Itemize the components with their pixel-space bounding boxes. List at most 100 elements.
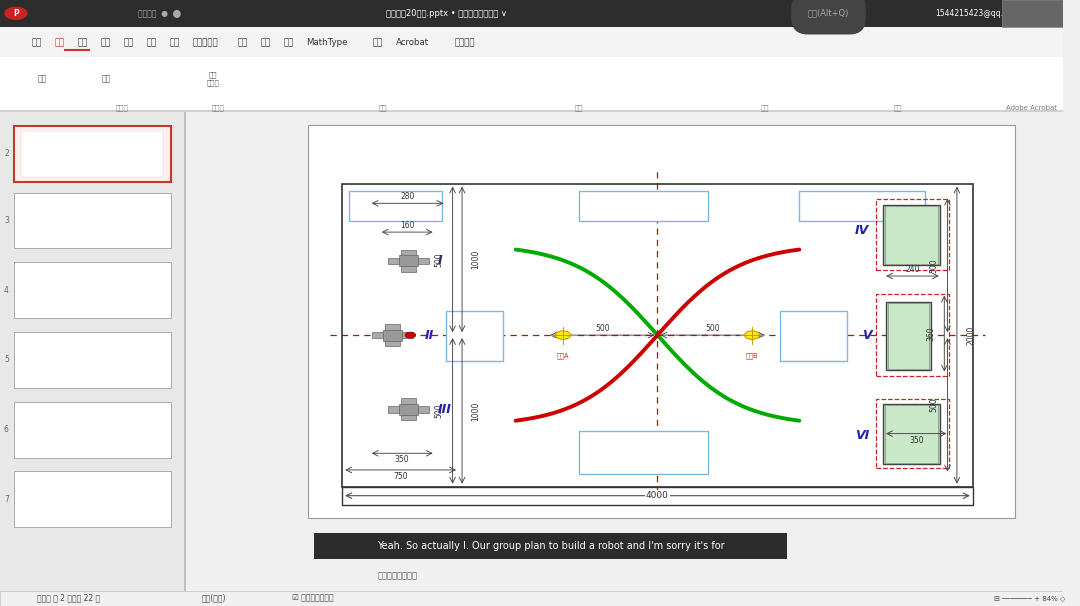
Text: 4000: 4000 xyxy=(646,491,669,500)
Text: 160: 160 xyxy=(400,221,415,230)
Bar xyxy=(402,332,414,338)
Bar xyxy=(349,191,442,222)
Bar xyxy=(14,402,171,458)
Bar xyxy=(579,430,707,474)
Bar xyxy=(888,303,929,368)
Text: 切换: 切换 xyxy=(147,38,157,47)
Bar xyxy=(0,27,1063,57)
Bar xyxy=(446,311,503,361)
Text: 中文(中国): 中文(中国) xyxy=(202,594,227,602)
Text: 文件: 文件 xyxy=(32,38,42,47)
Text: 隐点B: 隐点B xyxy=(746,352,758,359)
Bar xyxy=(308,125,1015,518)
Text: 500: 500 xyxy=(434,404,443,418)
Text: 演示文稿20动态.pptx • 已保存到这台电脑 ∨: 演示文稿20动态.pptx • 已保存到这台电脑 ∨ xyxy=(386,9,507,18)
Bar xyxy=(418,406,429,413)
Bar xyxy=(14,262,171,318)
Text: 帮助: 帮助 xyxy=(373,38,382,47)
Bar xyxy=(373,332,383,338)
Bar xyxy=(781,311,847,361)
Text: 单击此处添加备注: 单击此处添加备注 xyxy=(377,571,417,580)
Bar xyxy=(388,406,399,413)
Text: 500: 500 xyxy=(929,258,939,273)
Text: IV: IV xyxy=(855,224,869,237)
Text: 新建
幻灯片: 新建 幻灯片 xyxy=(206,72,219,86)
Text: 动画: 动画 xyxy=(170,38,180,47)
Bar xyxy=(579,191,707,222)
Bar xyxy=(883,404,940,464)
Circle shape xyxy=(555,331,570,339)
Bar xyxy=(0,0,1063,27)
Bar xyxy=(399,255,418,267)
Text: 360: 360 xyxy=(926,326,935,341)
Text: 绘图: 绘图 xyxy=(761,105,770,111)
Bar xyxy=(14,471,171,527)
Bar xyxy=(401,415,416,421)
Text: 350: 350 xyxy=(395,456,409,464)
Bar xyxy=(399,404,418,415)
Text: 撤消: 撤消 xyxy=(38,75,48,83)
Text: 隐点A: 隐点A xyxy=(556,352,569,359)
Text: 500: 500 xyxy=(705,324,720,333)
Bar xyxy=(186,112,1063,591)
Text: 幻灯片放映: 幻灯片放映 xyxy=(192,38,218,47)
Bar xyxy=(401,250,416,255)
Bar xyxy=(342,487,973,505)
Bar xyxy=(0,110,1063,112)
Text: Acrobat: Acrobat xyxy=(395,38,429,47)
Text: 字体: 字体 xyxy=(378,105,387,111)
Text: III: III xyxy=(438,403,453,416)
Bar xyxy=(883,205,940,265)
Bar xyxy=(184,112,186,591)
Text: ⊟ ─────── + 84% ◇: ⊟ ─────── + 84% ◇ xyxy=(994,595,1065,601)
Text: 搜索(Alt+Q): 搜索(Alt+Q) xyxy=(808,9,849,18)
Text: 500: 500 xyxy=(929,398,939,412)
Bar xyxy=(22,131,163,177)
Text: 开始: 开始 xyxy=(55,38,65,47)
Circle shape xyxy=(744,331,759,339)
Bar xyxy=(886,405,937,463)
Text: 1000: 1000 xyxy=(471,250,481,269)
Text: 6: 6 xyxy=(4,425,9,434)
Bar xyxy=(401,267,416,272)
Text: 幻灯片: 幻灯片 xyxy=(212,105,225,111)
Text: V: V xyxy=(862,328,872,342)
Text: 绘图: 绘图 xyxy=(100,38,111,47)
Text: 350: 350 xyxy=(909,436,923,445)
Text: Yeah. So actually I. Our group plan to build a robot and I'm sorry it's for: Yeah. So actually I. Our group plan to b… xyxy=(377,541,725,551)
Bar xyxy=(14,332,171,388)
Bar xyxy=(0,57,1063,110)
Bar xyxy=(1002,0,1063,27)
Bar xyxy=(14,126,171,182)
Bar xyxy=(886,302,931,370)
Bar xyxy=(388,258,399,264)
Text: P: P xyxy=(13,9,18,18)
Bar xyxy=(401,398,416,404)
Text: 2: 2 xyxy=(4,150,9,158)
Bar xyxy=(386,324,400,330)
Bar xyxy=(342,184,973,487)
Text: 视图: 视图 xyxy=(283,38,294,47)
Circle shape xyxy=(405,332,416,338)
Circle shape xyxy=(4,7,28,20)
Text: 500: 500 xyxy=(595,324,609,333)
Bar xyxy=(386,341,400,346)
Text: 240: 240 xyxy=(905,265,920,274)
Bar xyxy=(313,533,786,559)
Text: VI: VI xyxy=(855,428,869,442)
Bar xyxy=(876,399,948,468)
Text: 审阅: 审阅 xyxy=(260,38,270,47)
Text: 情节提要: 情节提要 xyxy=(455,38,475,47)
Bar xyxy=(799,191,926,222)
Text: 设计: 设计 xyxy=(124,38,134,47)
Bar xyxy=(418,258,429,264)
Text: 4: 4 xyxy=(4,286,9,295)
Bar xyxy=(0,591,1063,606)
Text: 幻灯片 第 2 张，共 22 张: 幻灯片 第 2 张，共 22 张 xyxy=(37,594,100,602)
Bar xyxy=(383,330,402,341)
Text: Adobe Acrobat: Adobe Acrobat xyxy=(1005,105,1056,111)
Text: 500: 500 xyxy=(434,252,443,267)
Text: 2000: 2000 xyxy=(967,325,975,345)
Bar xyxy=(876,295,948,376)
Text: 插入: 插入 xyxy=(78,38,89,47)
